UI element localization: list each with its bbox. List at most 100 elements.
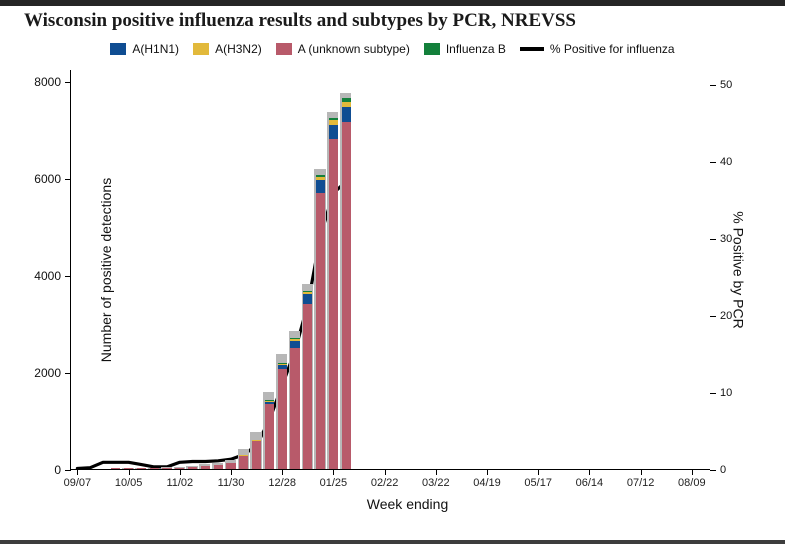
- x-tick: [538, 469, 539, 475]
- legend: A(H1N1) A(H3N2) A (unknown subtype) Influen…: [0, 42, 785, 56]
- x-tick-label: 08/09: [678, 477, 706, 489]
- bar-segment-h1n1: [265, 402, 274, 404]
- x-tick-label: 10/05: [115, 477, 143, 489]
- bar-segment-fluB: [316, 175, 325, 177]
- bar-segment-fluB: [342, 98, 351, 102]
- bar-segment-h3n2: [316, 177, 325, 180]
- legend-label: A (unknown subtype): [298, 42, 410, 56]
- bar-segment-unknown: [175, 468, 184, 469]
- x-tick: [77, 469, 78, 475]
- bar-segment-h3n2: [303, 292, 312, 295]
- x-tick: [282, 469, 283, 475]
- chart-area: Number of positive detections % Positive…: [70, 70, 745, 470]
- chart-title: Wisconsin positive influenza results and…: [0, 6, 785, 32]
- plot-region: 01020304050 0200040006000800009/0710/051…: [70, 70, 710, 470]
- bar-segment-h1n1: [252, 440, 261, 441]
- x-tick-label: 04/19: [473, 477, 501, 489]
- page: Wisconsin positive influenza results and…: [0, 0, 785, 544]
- bar-segment-h1n1: [329, 125, 338, 140]
- y-right-tick-label: 40: [720, 156, 732, 168]
- y-left-tick-label: 8000: [34, 75, 61, 89]
- bar-segment-h3n2: [278, 363, 287, 364]
- x-tick: [487, 469, 488, 475]
- bar-segment-fluB: [290, 338, 299, 339]
- y-right-tick: [710, 85, 716, 86]
- legend-swatch: [424, 43, 440, 55]
- x-axis-title: Week ending: [367, 496, 448, 512]
- y-left-tick: [65, 82, 71, 83]
- x-tick: [180, 469, 181, 475]
- bar-segment-h3n2: [265, 401, 274, 402]
- x-tick-label: 03/22: [422, 477, 450, 489]
- bar-segment-unknown: [329, 139, 338, 469]
- pct-positive-line: [71, 70, 711, 470]
- bar-segment-unknown: [252, 441, 261, 469]
- x-tick-label: 12/28: [268, 477, 296, 489]
- bar-segment-unknown: [124, 468, 133, 469]
- bar-segment-unknown: [137, 468, 146, 469]
- bar-segment-h3n2: [329, 120, 338, 124]
- y-right-tick-label: 50: [720, 79, 732, 91]
- y-left-tick-label: 0: [54, 463, 61, 477]
- x-tick: [231, 469, 232, 475]
- x-tick: [385, 469, 386, 475]
- x-tick: [589, 469, 590, 475]
- bar-segment-fluB: [278, 363, 287, 364]
- y-right-tick-label: 20: [720, 310, 732, 322]
- bar-segment-unknown: [239, 455, 248, 469]
- y-left-tick-label: 6000: [34, 172, 61, 186]
- legend-label: A(H1N1): [132, 42, 179, 56]
- x-tick: [641, 469, 642, 475]
- y-left-tick: [65, 373, 71, 374]
- bar-segment-unknown: [303, 304, 312, 469]
- bar-segment-h3n2: [239, 455, 248, 456]
- y-right-tick: [710, 162, 716, 163]
- x-tick-label: 06/14: [576, 477, 604, 489]
- bar-segment-unknown: [201, 466, 210, 469]
- x-tick-label: 01/25: [320, 477, 348, 489]
- bar-segment-unknown: [290, 348, 299, 469]
- y-left-tick: [65, 276, 71, 277]
- bar-segment-h1n1: [290, 341, 299, 348]
- bar-segment-unknown: [316, 193, 325, 469]
- bar-segment-unknown: [188, 467, 197, 469]
- legend-label: % Positive for influenza: [550, 42, 675, 56]
- legend-swatch: [276, 43, 292, 55]
- y-right-tick: [710, 470, 716, 471]
- legend-label: A(H3N2): [215, 42, 262, 56]
- y-right-tick: [710, 239, 716, 240]
- x-tick: [692, 469, 693, 475]
- x-tick: [129, 469, 130, 475]
- bar-segment-fluB: [329, 118, 338, 121]
- bar-segment-unknown: [342, 122, 351, 469]
- y-axis-right-title: % Positive by PCR: [730, 211, 746, 328]
- bar-segment-unknown: [111, 468, 120, 469]
- legend-item-h1n1: A(H1N1): [110, 42, 179, 56]
- bar-segment-unknown: [214, 465, 223, 469]
- legend-swatch: [110, 43, 126, 55]
- x-tick-label: 11/02: [166, 477, 193, 489]
- x-tick-label: 07/12: [627, 477, 655, 489]
- legend-swatch: [193, 43, 209, 55]
- bar-segment-h1n1: [278, 365, 287, 369]
- y-right-tick: [710, 316, 716, 317]
- bar-segment-h3n2: [252, 440, 261, 441]
- bar-segment-h3n2: [342, 102, 351, 107]
- legend-line-swatch: [520, 47, 544, 51]
- x-tick-label: 09/07: [64, 477, 92, 489]
- legend-item-line: % Positive for influenza: [520, 42, 675, 56]
- bar-segment-unknown: [226, 463, 235, 469]
- bottom-border-bar: [0, 540, 785, 544]
- legend-label: Influenza B: [446, 42, 506, 56]
- bar-segment-fluB: [265, 400, 274, 401]
- y-right-tick-label: 10: [720, 387, 732, 399]
- x-tick: [436, 469, 437, 475]
- x-tick-label: 05/17: [524, 477, 552, 489]
- x-tick-label: 02/22: [371, 477, 399, 489]
- x-tick: [333, 469, 334, 475]
- bar-segment-unknown: [265, 404, 274, 469]
- bar-segment-unknown: [278, 369, 287, 469]
- bar-segment-fluB: [303, 291, 312, 292]
- bar-segment-unknown: [162, 468, 171, 469]
- y-right-tick: [710, 393, 716, 394]
